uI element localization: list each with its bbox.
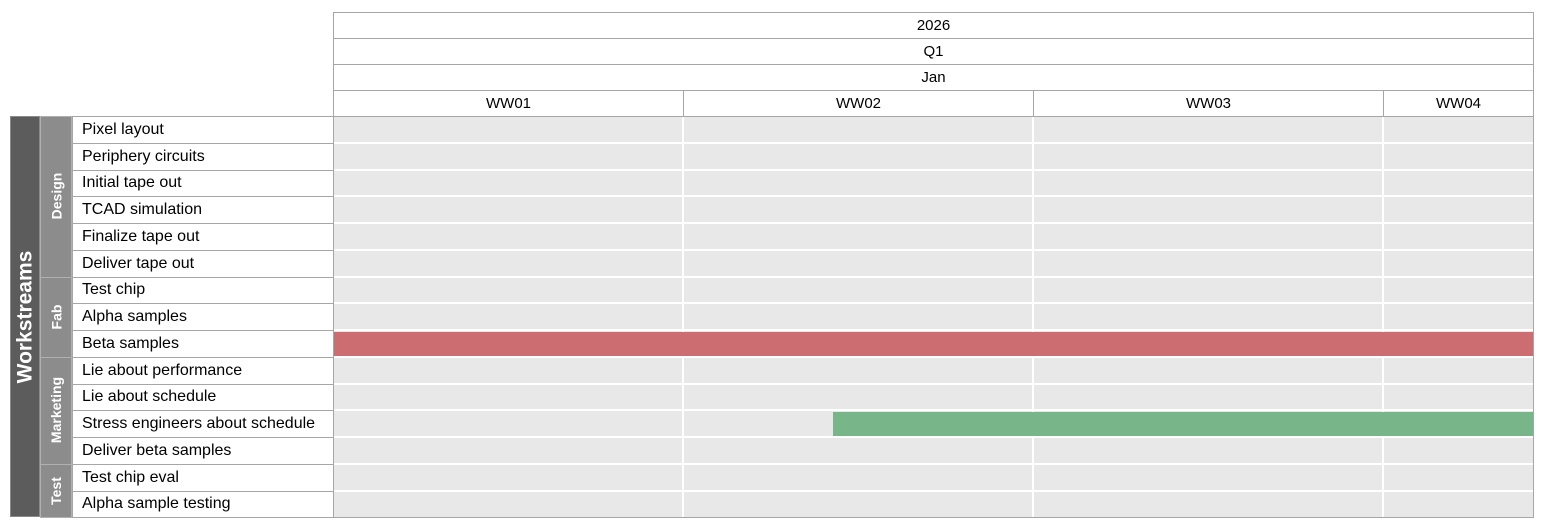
header-week: WW02 — [683, 90, 1034, 117]
grid-row — [333, 223, 1533, 250]
grid-week-separator — [682, 116, 684, 518]
task-label: TCAD simulation — [72, 196, 334, 224]
header-month: Jan — [333, 64, 1534, 91]
grid-row — [333, 249, 1533, 277]
task-label: Beta samples — [72, 330, 334, 358]
grid-row-separator — [333, 355, 1533, 358]
workstreams-label: Workstreams — [12, 250, 36, 383]
grid-row-separator — [333, 222, 1533, 224]
workstreams-band — [10, 116, 40, 518]
gantt-bar — [333, 332, 1533, 356]
header-week: WW03 — [1033, 90, 1384, 117]
group-label: Design — [47, 172, 64, 220]
grid-row-separator — [333, 462, 1533, 465]
task-label: Pixel layout — [72, 116, 334, 144]
task-label: Test chip — [72, 276, 334, 305]
group-band — [40, 276, 72, 358]
header-week: WW01 — [333, 90, 684, 117]
task-label: Lie about schedule — [72, 383, 334, 412]
task-label: Alpha sample testing — [72, 490, 334, 519]
grid-row-separator — [333, 329, 1533, 331]
header-year: 2026 — [333, 12, 1534, 39]
grid-row — [333, 490, 1533, 518]
grid-row-separator — [333, 382, 1533, 385]
task-label: Alpha samples — [72, 303, 334, 331]
task-label: Stress engineers about schedule — [72, 410, 334, 438]
header-quarter: Q1 — [333, 38, 1534, 65]
grid-week-separator — [1032, 116, 1034, 518]
grid-row — [333, 169, 1533, 197]
grid-row — [333, 196, 1533, 223]
group-band — [40, 116, 72, 278]
grid-row — [333, 437, 1533, 464]
group-label: Marketing — [48, 377, 65, 444]
task-label: Periphery circuits — [72, 142, 334, 171]
grid-row — [333, 116, 1533, 143]
group-label: Fab — [47, 304, 64, 330]
grid-row-separator — [333, 275, 1533, 278]
group-label: Test — [47, 476, 64, 505]
grid-row-separator — [333, 409, 1533, 412]
task-label: Deliver tape out — [72, 249, 334, 278]
group-band — [40, 463, 72, 519]
task-label: Deliver beta samples — [72, 437, 334, 465]
grid-row — [333, 276, 1533, 304]
task-label: Initial tape out — [72, 169, 334, 198]
grid-row-separator — [333, 195, 1533, 198]
grid-row-separator — [333, 302, 1533, 305]
header-week: WW04 — [1383, 90, 1534, 117]
grid-row — [333, 383, 1533, 411]
grid-row — [333, 356, 1533, 384]
gantt-bar — [833, 412, 1533, 436]
task-label: Test chip eval — [72, 463, 334, 492]
grid-row-separator — [333, 489, 1533, 492]
grid-row-separator — [333, 436, 1533, 438]
grid-week-separator — [1382, 116, 1384, 518]
task-label: Lie about performance — [72, 356, 334, 385]
grid-row — [333, 303, 1533, 330]
grid-row — [333, 463, 1533, 491]
grid-row-separator — [333, 168, 1533, 171]
grid-row — [333, 142, 1533, 170]
grid-row-separator — [333, 141, 1533, 144]
grid-row-separator — [333, 248, 1533, 251]
task-label: Finalize tape out — [72, 223, 334, 251]
